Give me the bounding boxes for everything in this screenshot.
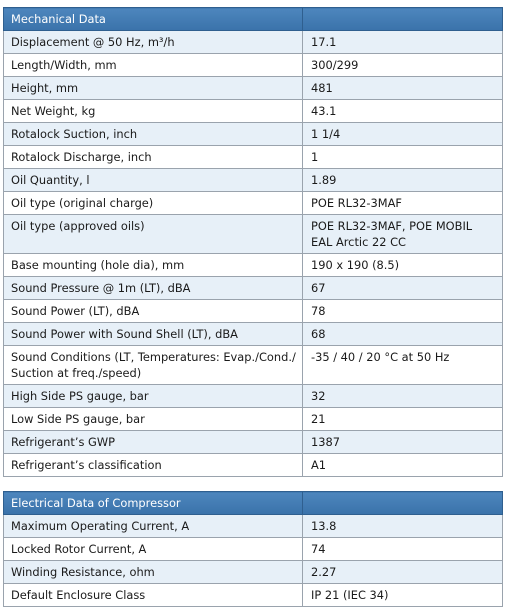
row-label: Locked Rotor Current, A <box>3 537 303 561</box>
row-value: 67 <box>302 276 503 300</box>
table-row: Rotalock Suction, inch 1 1/4 <box>3 122 503 146</box>
electrical-data-header: Electrical Data of Compressor <box>3 491 503 515</box>
row-value: 300/299 <box>302 53 503 77</box>
mechanical-data-header-blank <box>302 7 503 31</box>
row-label: Height, mm <box>3 76 303 100</box>
row-label: Refrigerant’s classification <box>3 453 303 477</box>
row-label: Net Weight, kg <box>3 99 303 123</box>
table-row: Sound Power with Sound Shell (LT), dBA 6… <box>3 322 503 346</box>
table-row: Net Weight, kg 43.1 <box>3 99 503 123</box>
table-row: Sound Conditions (LT, Temperatures: Evap… <box>3 345 503 385</box>
row-label: Sound Power with Sound Shell (LT), dBA <box>3 322 303 346</box>
table-row: Height, mm 481 <box>3 76 503 100</box>
row-label: Low Side PS gauge, bar <box>3 407 303 431</box>
table-row: Oil type (approved oils) POE RL32-3MAF, … <box>3 214 503 254</box>
table-row: Default Enclosure Class IP 21 (IEC 34) <box>3 583 503 607</box>
table-row: High Side PS gauge, bar 32 <box>3 384 503 408</box>
row-value: 78 <box>302 299 503 323</box>
row-label: Oil type (original charge) <box>3 191 303 215</box>
mechanical-data-header: Mechanical Data <box>3 7 503 31</box>
table-row: Sound Pressure @ 1m (LT), dBA 67 <box>3 276 503 300</box>
row-label: Maximum Operating Current, A <box>3 514 303 538</box>
row-value: 1 <box>302 145 503 169</box>
table-row: Maximum Operating Current, A 13.8 <box>3 514 503 538</box>
table-row: Oil Quantity, l 1.89 <box>3 168 503 192</box>
row-value: 68 <box>302 322 503 346</box>
row-label: Rotalock Suction, inch <box>3 122 303 146</box>
row-label: Sound Pressure @ 1m (LT), dBA <box>3 276 303 300</box>
electrical-data-header-blank <box>302 491 503 515</box>
table-row: Locked Rotor Current, A 74 <box>3 537 503 561</box>
row-label: Length/Width, mm <box>3 53 303 77</box>
row-label: Sound Conditions (LT, Temperatures: Evap… <box>3 345 303 385</box>
row-label: Refrigerant’s GWP <box>3 430 303 454</box>
row-value: IP 21 (IEC 34) <box>302 583 503 607</box>
table-row: Base mounting (hole dia), mm 190 x 190 (… <box>3 253 503 277</box>
row-label: Oil Quantity, l <box>3 168 303 192</box>
mechanical-data-title: Mechanical Data <box>3 7 303 31</box>
row-label: Default Enclosure Class <box>3 583 303 607</box>
row-value: POE RL32-3MAF <box>302 191 503 215</box>
row-value: 190 x 190 (8.5) <box>302 253 503 277</box>
table-row: Oil type (original charge) POE RL32-3MAF <box>3 191 503 215</box>
table-row: Length/Width, mm 300/299 <box>3 53 503 77</box>
row-label: Rotalock Discharge, inch <box>3 145 303 169</box>
row-value: 74 <box>302 537 503 561</box>
row-value: 21 <box>302 407 503 431</box>
mechanical-data-table: Mechanical Data Displacement @ 50 Hz, m³… <box>3 7 503 477</box>
table-row: Displacement @ 50 Hz, m³/h 17.1 <box>3 30 503 54</box>
row-label: Winding Resistance, ohm <box>3 560 303 584</box>
row-value: 481 <box>302 76 503 100</box>
row-value: A1 <box>302 453 503 477</box>
table-row: Refrigerant’s GWP 1387 <box>3 430 503 454</box>
row-value: POE RL32-3MAF, POE MOBIL EAL Arctic 22 C… <box>302 214 503 254</box>
table-row: Sound Power (LT), dBA 78 <box>3 299 503 323</box>
row-label: Base mounting (hole dia), mm <box>3 253 303 277</box>
row-label: Oil type (approved oils) <box>3 214 303 254</box>
row-value: 1387 <box>302 430 503 454</box>
electrical-data-title: Electrical Data of Compressor <box>3 491 303 515</box>
table-row: Rotalock Discharge, inch 1 <box>3 145 503 169</box>
row-value: 32 <box>302 384 503 408</box>
row-label: High Side PS gauge, bar <box>3 384 303 408</box>
row-value: 1.89 <box>302 168 503 192</box>
row-label: Displacement @ 50 Hz, m³/h <box>3 30 303 54</box>
row-value: 17.1 <box>302 30 503 54</box>
table-row: Refrigerant’s classification A1 <box>3 453 503 477</box>
row-value: 2.27 <box>302 560 503 584</box>
row-label: Sound Power (LT), dBA <box>3 299 303 323</box>
row-value: 13.8 <box>302 514 503 538</box>
row-value: 1 1/4 <box>302 122 503 146</box>
electrical-data-table: Electrical Data of Compressor Maximum Op… <box>3 491 503 607</box>
table-row: Low Side PS gauge, bar 21 <box>3 407 503 431</box>
row-value: 43.1 <box>302 99 503 123</box>
table-row: Winding Resistance, ohm 2.27 <box>3 560 503 584</box>
row-value: -35 / 40 / 20 °C at 50 Hz <box>302 345 503 385</box>
